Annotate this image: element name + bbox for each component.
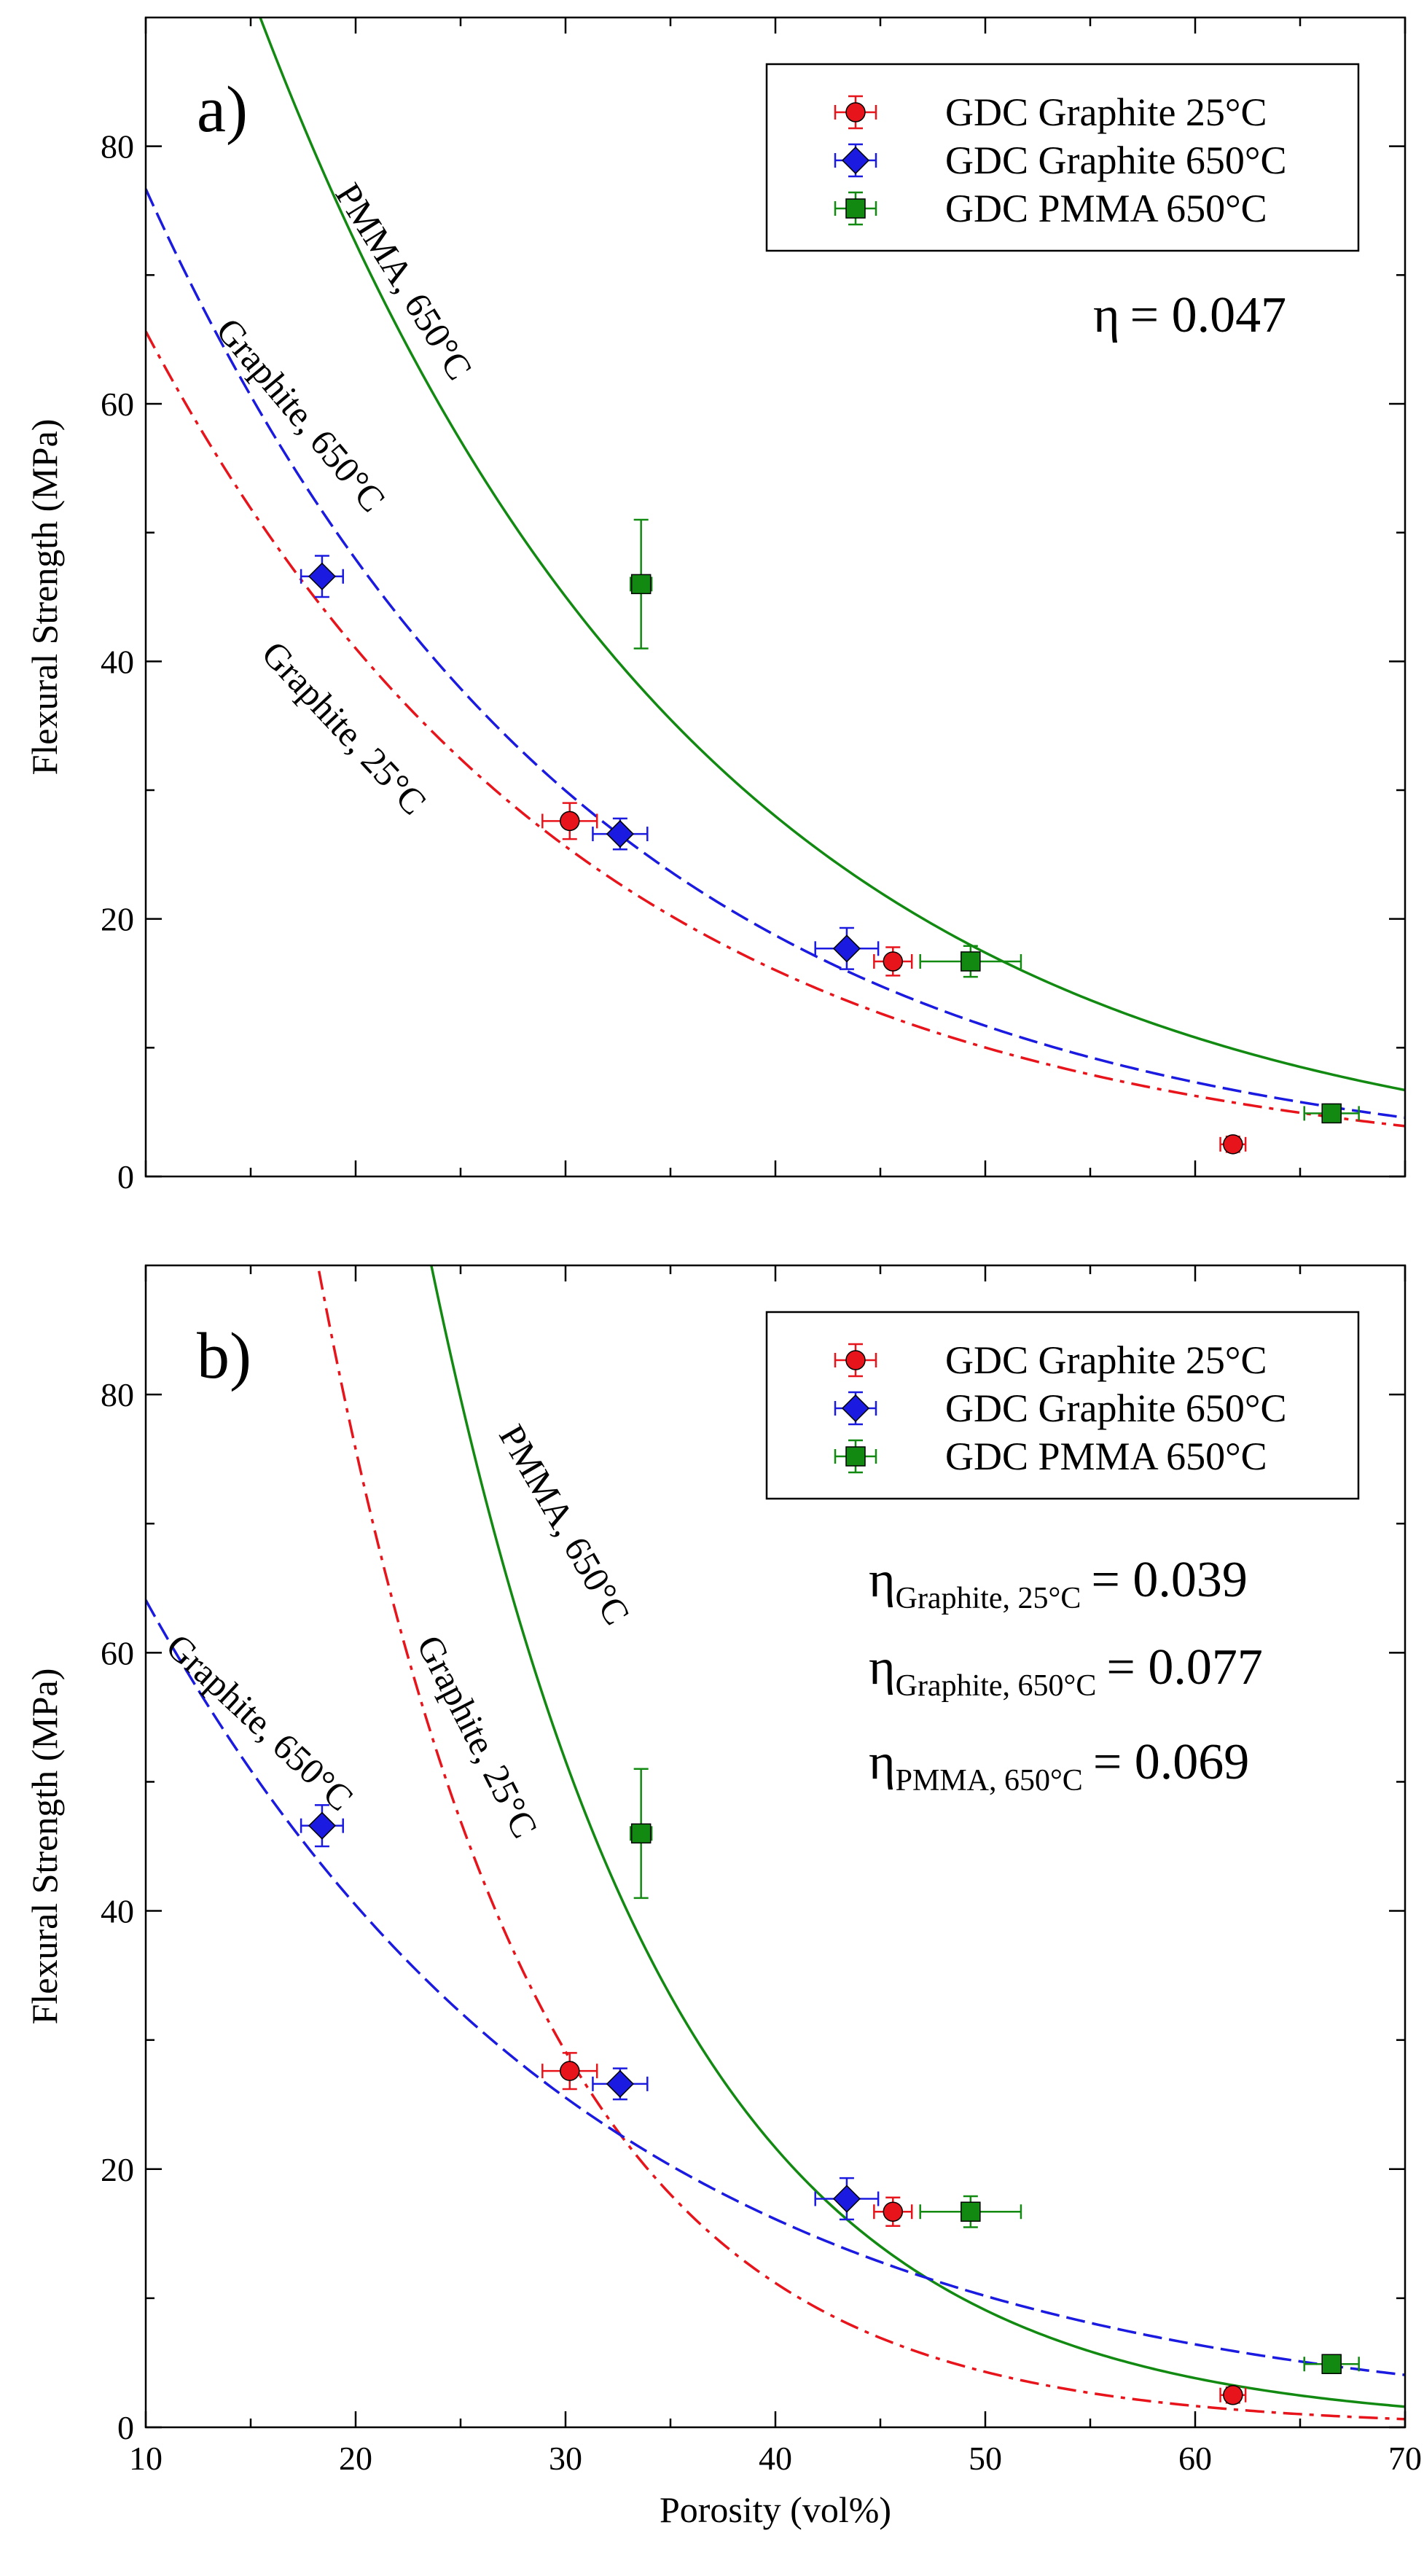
legend-marker (841, 1394, 870, 1423)
legend-marker (845, 198, 866, 219)
y-tick-label: 60 (101, 1634, 134, 1671)
eta-subscript: Graphite, 25°C (896, 1582, 1081, 1615)
legend-label: GDC PMMA 650°C (945, 1435, 1267, 1478)
data-point (883, 2201, 904, 2222)
eta-value: = 0.069 (1093, 1734, 1249, 1790)
data-point (1321, 1103, 1342, 1124)
x-tick-label: 10 (129, 2440, 163, 2477)
data-point (308, 1811, 336, 1840)
eta-symbol: η (869, 1734, 896, 1790)
eta-annotation: η = 0.047 (1093, 287, 1286, 343)
legend-marker (841, 146, 870, 175)
data-point (961, 2201, 981, 2222)
data-point (961, 951, 981, 972)
legend-marker (845, 1350, 866, 1370)
fit-curve-graphite-25-c (316, 1265, 1405, 2421)
x-axis-title: Porosity (vol%) (660, 2489, 891, 2530)
fit-curves (146, 17, 1405, 1128)
ticks (144, 1265, 1407, 2429)
eta-symbol: η (869, 1552, 896, 1608)
series-square (630, 518, 1360, 1124)
y-axis-title: Flexural Strength (MPa) (24, 419, 65, 776)
series-circle (541, 802, 1247, 1155)
x-tick-label: 70 (1388, 2440, 1422, 2477)
legend-marker (845, 1446, 866, 1467)
panel-b: PMMA, 650°C Graphite, 25°C Graphite, 650°C… (24, 1264, 1422, 2530)
data-point (832, 2185, 861, 2213)
legend-label: GDC Graphite 650°C (945, 138, 1287, 182)
series-circle (541, 2052, 1247, 2405)
y-tick-label: 0 (117, 1158, 134, 1195)
series-square (630, 1768, 1360, 2374)
legend-marker (845, 102, 866, 122)
legend-label: GDC PMMA 650°C (945, 187, 1267, 230)
panel-label: a) (197, 74, 248, 146)
curve-label: PMMA, 650°C (328, 176, 481, 386)
series-diamond (300, 555, 880, 970)
data-point (832, 934, 861, 963)
curve-label: Graphite, 25°C (409, 1628, 546, 1844)
data-point (1321, 2354, 1342, 2374)
x-tick-label: 60 (1178, 2440, 1212, 2477)
data-point (308, 562, 336, 590)
curve-label: Graphite, 650°C (158, 1625, 361, 1819)
data-point (883, 951, 904, 972)
fit-curve-graphite-650-c (146, 188, 1405, 1119)
eta-subscript: Graphite, 650°C (896, 1669, 1097, 1703)
curve-label: Graphite, 25°C (254, 633, 435, 822)
data-point (560, 2061, 580, 2081)
legend-label: GDC Graphite 25°C (945, 1338, 1267, 1382)
data-point (606, 820, 634, 848)
data-point (1223, 1134, 1243, 1155)
data-point (630, 574, 652, 595)
x-tick-label: 30 (549, 2440, 582, 2477)
legend-label: GDC Graphite 25°C (945, 90, 1267, 134)
eta-value: = 0.077 (1106, 1639, 1262, 1695)
fit-curves (146, 1265, 1405, 2421)
fit-curve-graphite-25-c (146, 330, 1405, 1128)
eta-annotation: ηGraphite, 650°C = 0.077 (869, 1639, 1263, 1703)
x-tick-label: 40 (759, 2440, 792, 2477)
data-point (606, 2069, 634, 2098)
eta-subscript: PMMA, 650°C (896, 1764, 1083, 1798)
x-tick-label: 20 (339, 2440, 372, 2477)
y-tick-label: 40 (101, 643, 134, 680)
fit-curve-pmma-650-c (259, 17, 1405, 1092)
fit-curve-pmma-650-c (430, 1265, 1405, 2408)
x-tick-label: 50 (969, 2440, 1002, 2477)
y-tick-label: 40 (101, 1893, 134, 1930)
eta-symbol: η (1093, 287, 1120, 343)
y-tick-label: 80 (101, 1376, 134, 1413)
eta-annotation: ηPMMA, 650°C = 0.069 (869, 1734, 1249, 1798)
y-tick-label: 20 (101, 901, 134, 938)
y-axis-title: Flexural Strength (MPa) (24, 1668, 65, 2025)
y-tick-label: 80 (101, 128, 134, 165)
fit-curve-graphite-650-c (146, 1599, 1405, 2376)
panel-label: b) (197, 1320, 251, 1392)
y-tick-label: 20 (101, 2151, 134, 2188)
eta-annotation: ηGraphite, 25°C = 0.039 (869, 1552, 1248, 1615)
data-point (630, 1823, 652, 1844)
data-point (560, 811, 580, 832)
y-tick-label: 60 (101, 386, 134, 423)
legend-label: GDC Graphite 650°C (945, 1386, 1287, 1430)
eta-value: = 0.047 (1130, 287, 1286, 343)
eta-symbol: η (869, 1639, 896, 1695)
eta-value: = 0.039 (1091, 1552, 1247, 1608)
ticks (144, 17, 1407, 1178)
y-tick-label: 0 (117, 2409, 134, 2446)
series-diamond (300, 1804, 880, 2221)
data-point (1223, 2384, 1243, 2405)
